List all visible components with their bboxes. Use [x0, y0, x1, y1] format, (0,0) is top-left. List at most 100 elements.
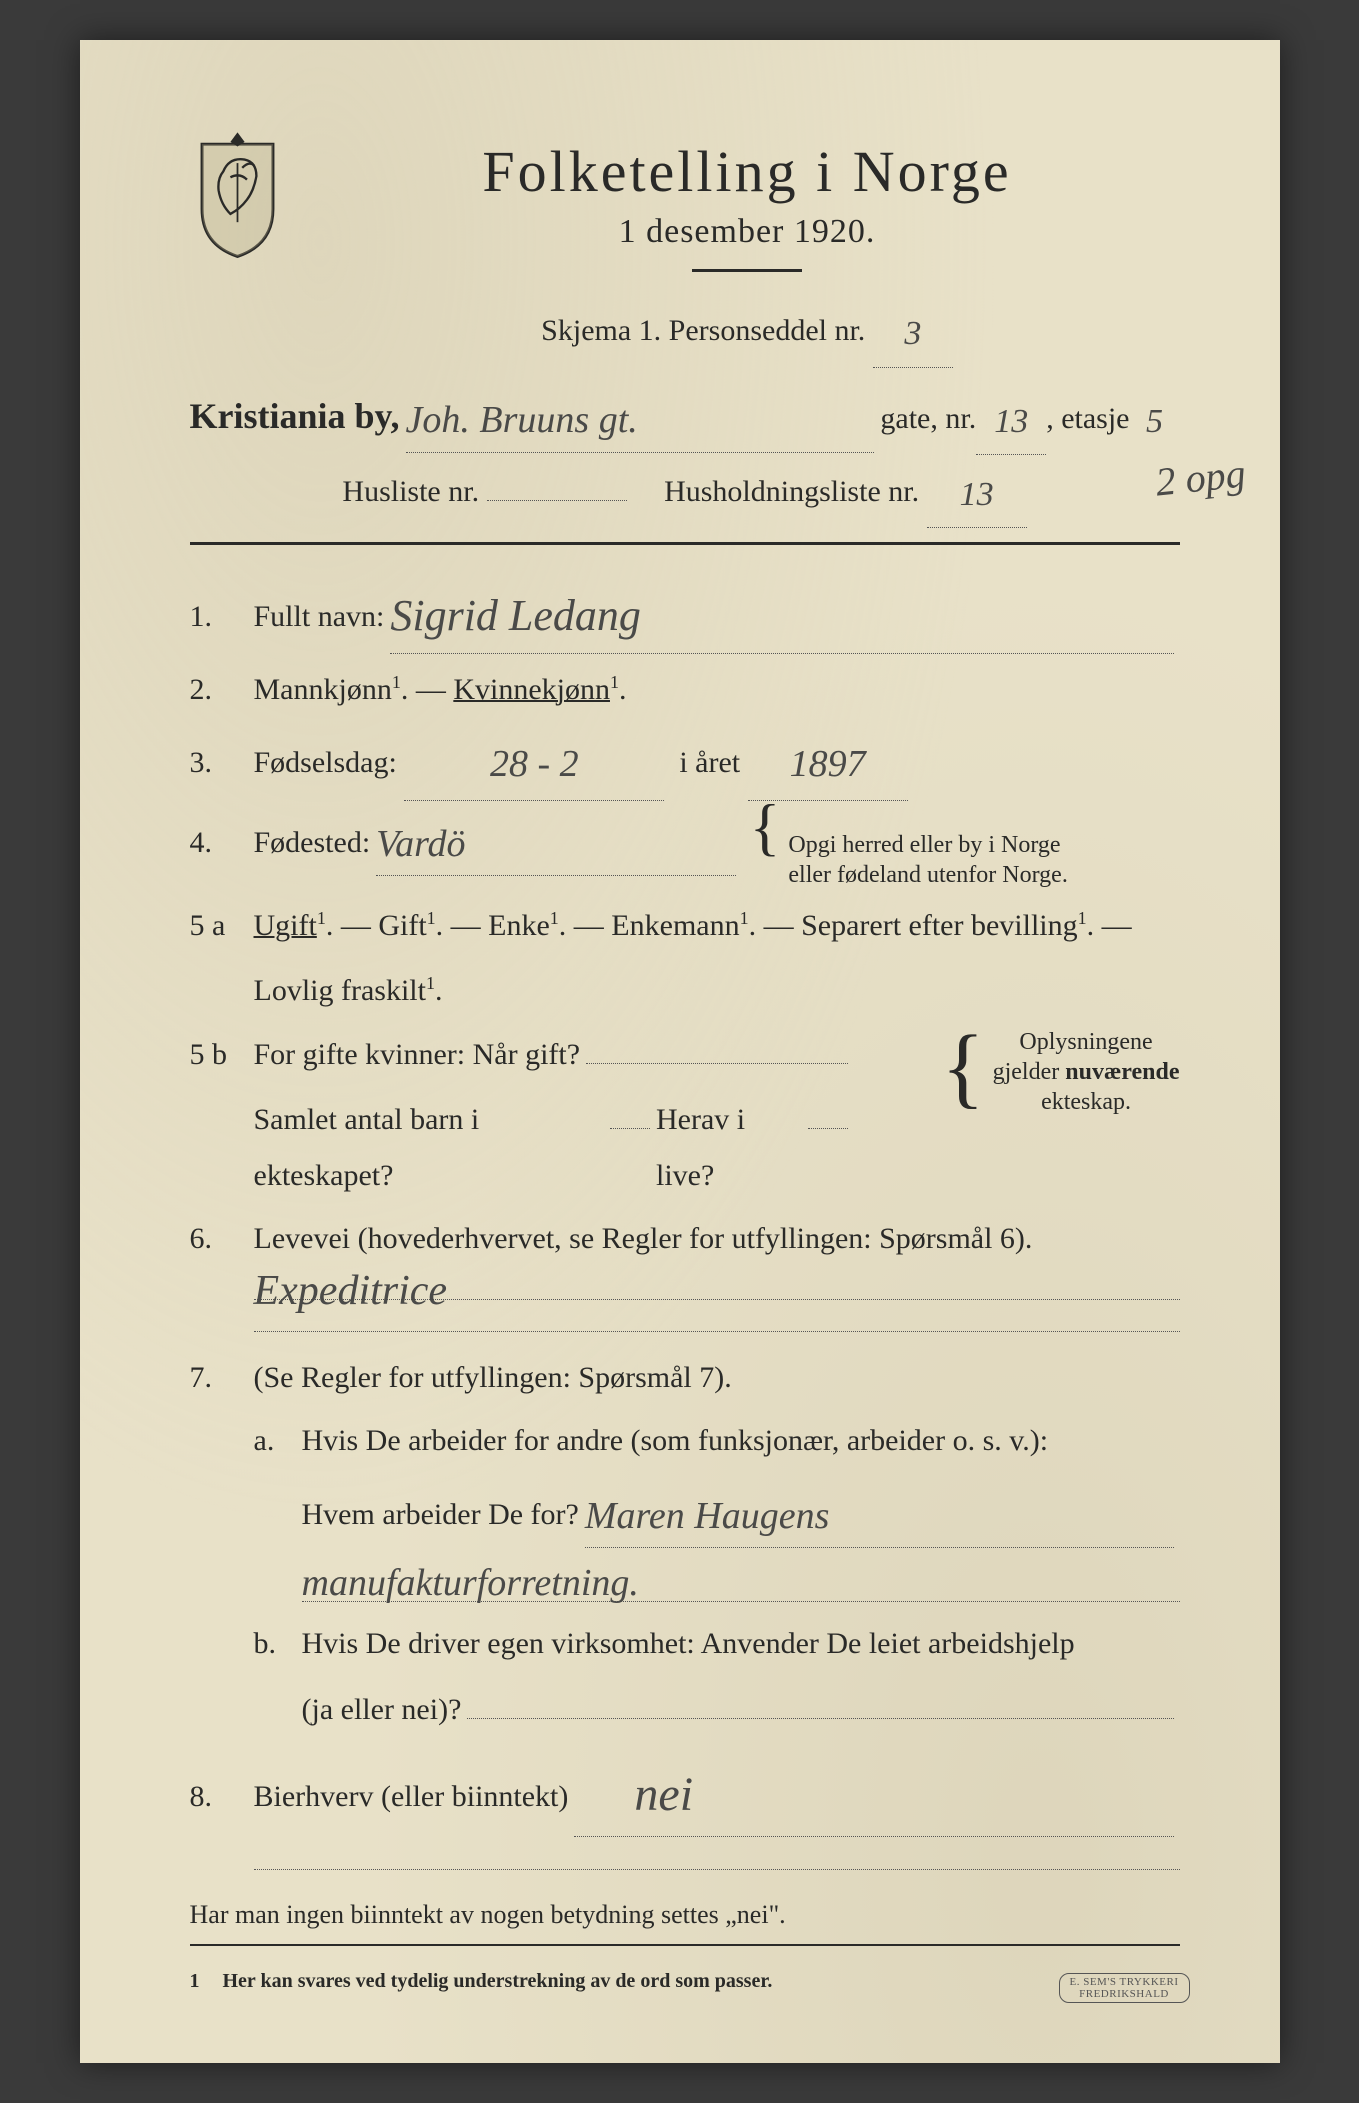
q5a-opt-3: Enkemann: [611, 909, 739, 942]
street-value: Joh. Bruuns gt.: [406, 399, 638, 441]
q6-value: Expeditrice: [254, 1268, 448, 1314]
q4-row: 4. Fødested: Vardö { Opgi herred eller b…: [190, 805, 1180, 890]
q3-num: 3.: [190, 735, 236, 791]
q2-num: 2.: [190, 662, 236, 718]
q2-body: Mannkjønn1. — Kvinnekjønn1.: [254, 662, 1180, 718]
q7b-fill: [467, 1718, 1173, 1719]
title-rule: [692, 269, 802, 272]
gate-nr: 13: [976, 390, 1046, 456]
printer-line2: FREDRIKSHALD: [1079, 1988, 1169, 2000]
q2-sup2: 1: [610, 672, 619, 692]
q7a-q: Hvem arbeider De for?: [302, 1487, 579, 1543]
section-rule-1: [190, 542, 1180, 545]
q8-blank-line: [254, 1845, 1180, 1871]
husliste-line: Husliste nr. Husholdningsliste nr. 13: [190, 459, 1180, 525]
skjema-label: Skjema 1. Personseddel nr.: [541, 314, 865, 347]
q2-sup1: 1: [392, 672, 401, 692]
q3-mid: i året: [679, 746, 740, 779]
etasje-value: 5: [1130, 390, 1180, 455]
q4-fill: Vardö: [376, 805, 736, 876]
title-block: Folketelling i Norge 1 desember 1920. Sk…: [315, 130, 1180, 370]
q5b-l2b: Herav i live?: [656, 1092, 802, 1203]
q7a-body: Hvis De arbeider for andre (som funksjon…: [302, 1413, 1180, 1608]
address-line: Kristiania by, Joh. Bruuns gt. gate, nr.…: [190, 380, 1180, 453]
q4-value: Vardö: [376, 823, 465, 865]
q5b-note2: gjelder: [993, 1059, 1066, 1085]
q5b-row: 5 b { Oplysningene gjelder nuværende ekt…: [190, 1027, 1180, 1204]
foot-rule: [190, 1944, 1180, 1946]
q7b-row: b. Hvis De driver egen virksomhet: Anven…: [254, 1616, 1180, 1737]
q5a-opt-1: Gift: [378, 909, 426, 942]
coat-of-arms-icon: [190, 130, 285, 260]
q5a-row: 5 a Ugift1. — Gift1. — Enke1. — Enkemann…: [190, 898, 1180, 1019]
etasje-label: , etasje: [1046, 390, 1129, 447]
q7a-val2: manufakturforretning.: [302, 1562, 639, 1604]
printer-stamp: E. SEM'S TRYKKERI FREDRIKSHALD: [1059, 1973, 1190, 2003]
q8-body: Bierhverv (eller biinntekt) nei: [254, 1747, 1180, 1837]
q5b-l2a: Samlet antal barn i ekteskapet?: [254, 1092, 605, 1203]
q3-row: 3. Fødselsdag: 28 - 2 i året 1897: [190, 725, 1180, 796]
q7a-label: a.: [254, 1413, 284, 1469]
personseddel-nr: 3: [873, 302, 953, 368]
q7a-line2: manufakturforretning.: [302, 1554, 1180, 1602]
city-label: Kristiania by,: [190, 382, 400, 450]
q4-note2: eller fødeland utenfor Norge.: [788, 862, 1067, 888]
q5a-opt-4: Separert efter bevilling: [801, 909, 1078, 942]
q4-note: Opgi herred eller by i Norge eller fødel…: [788, 830, 1067, 890]
q2-row: 2. Mannkjønn1. — Kvinnekjønn1.: [190, 662, 1180, 718]
q5a-opt-2: Enke: [488, 909, 550, 942]
q5b-l2-fill1: [610, 1128, 650, 1129]
q1-value: Sigrid Ledang: [390, 591, 641, 640]
q7-row: 7. (Se Regler for utfyllingen: Spørsmål …: [190, 1350, 1180, 1406]
q8-value: nei: [574, 1768, 693, 1821]
q3-label: Fødselsdag:: [254, 746, 397, 779]
q5b-brace-block: { Oplysningene gjelder nuværende ekteska…: [941, 1027, 1179, 1117]
q1-fill: Sigrid Ledang: [390, 571, 1173, 653]
q3-day: 28 - 2: [404, 729, 664, 800]
husliste-label: Husliste nr.: [342, 475, 479, 508]
husliste-nr: [487, 500, 627, 501]
sub-title: 1 desember 1920.: [315, 213, 1180, 251]
q6-num: 6.: [190, 1211, 236, 1267]
q6-text: Levevei (hovederhvervet, se Regler for u…: [254, 1211, 1180, 1267]
q7a-row: a. Hvis De arbeider for andre (som funks…: [254, 1413, 1180, 1608]
husholdning-label: Husholdningsliste nr.: [664, 475, 919, 508]
q5a-opt-0: Ugift: [254, 909, 317, 942]
q7-num: 7.: [190, 1350, 236, 1406]
q1-body: Fullt navn: Sigrid Ledang: [254, 571, 1180, 653]
header: Folketelling i Norge 1 desember 1920. Sk…: [190, 130, 1180, 370]
q5a-body: Ugift1. — Gift1. — Enke1. — Enkemann1. —…: [254, 898, 1180, 1019]
q5b-note3: ekteskap.: [1041, 1089, 1131, 1115]
q8-label: Bierhverv (eller biinntekt): [254, 1769, 569, 1825]
q4-label: Fødested:: [254, 815, 371, 871]
skjema-line: Skjema 1. Personseddel nr. 3: [315, 298, 1180, 364]
q5b-body: { Oplysningene gjelder nuværende ekteska…: [254, 1027, 1180, 1204]
q7b-label: b.: [254, 1616, 284, 1672]
street-fill: Joh. Bruuns gt.: [406, 380, 875, 453]
q5b-l2-fill2: [808, 1128, 848, 1129]
q3-body: Fødselsdag: 28 - 2 i året 1897: [254, 725, 1180, 796]
census-form-page: 2 opg Folketelling i Norge 1 desember 19…: [80, 40, 1280, 2063]
printer-line1: E. SEM'S TRYKKERI: [1070, 1976, 1179, 1988]
foot-num: 1: [190, 1970, 200, 1992]
q7b-body: Hvis De driver egen virksomhet: Anvender…: [302, 1616, 1180, 1737]
q1-num: 1.: [190, 589, 236, 645]
q5a-tail: Lovlig fraskilt: [254, 974, 426, 1007]
q5b-l1a: For gifte kvinner: Når gift?: [254, 1027, 581, 1083]
q8-fill: nei: [574, 1747, 1173, 1837]
footnote-line: 1 Her kan svares ved tydelig understrekn…: [190, 1970, 1180, 1993]
q1-label: Fullt navn:: [254, 589, 385, 645]
q5b-note: Oplysningene gjelder nuværende ekteskap.: [993, 1027, 1180, 1117]
footer-note: Har man ingen biinntekt av nogen betydni…: [190, 1900, 1180, 1930]
gate-label: gate, nr.: [880, 390, 976, 447]
q5b-l1-fill: [586, 1063, 847, 1064]
q7a-fill1: Maren Haugens: [585, 1477, 1174, 1548]
margin-note-text: 2 opg: [1153, 450, 1247, 504]
q6-value-line: Expeditrice: [254, 1275, 1180, 1332]
main-title: Folketelling i Norge: [315, 138, 1180, 205]
q5b-note2b: nuværende: [1065, 1059, 1179, 1085]
q4-body: Fødested: Vardö { Opgi herred eller by i…: [254, 805, 1180, 890]
q8-row: 8. Bierhverv (eller biinntekt) nei: [190, 1747, 1180, 1837]
q8-num: 8.: [190, 1769, 236, 1825]
q2-opt1: Mannkjønn: [254, 673, 392, 706]
